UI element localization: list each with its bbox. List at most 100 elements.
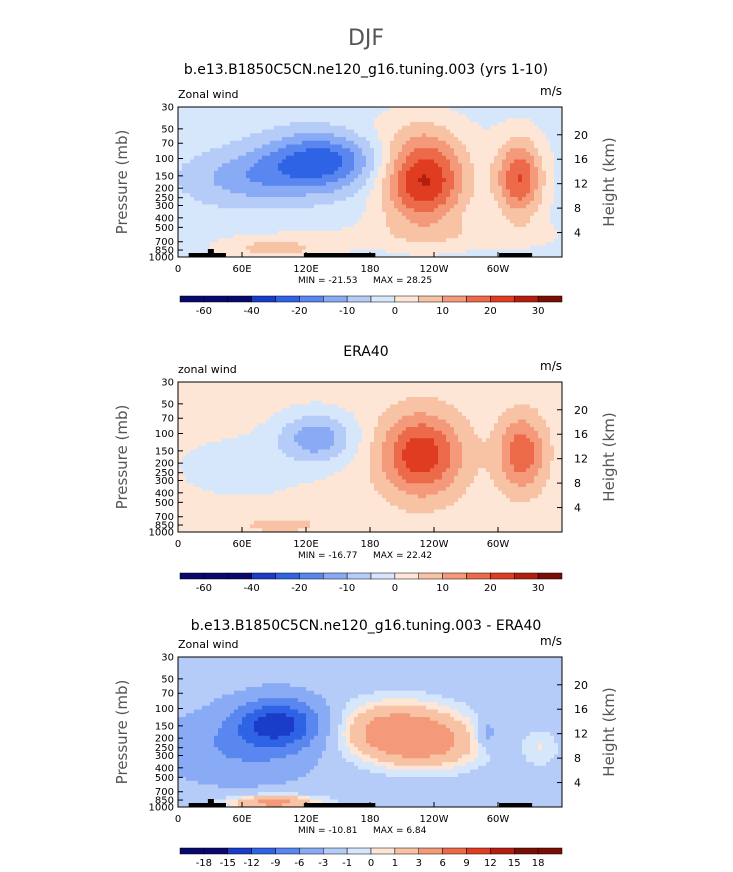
field-cell — [334, 182, 339, 187]
field-cell — [530, 118, 535, 123]
field-cell — [186, 423, 191, 428]
field-cell — [426, 400, 431, 406]
field-cell — [250, 185, 255, 191]
field-cell — [218, 193, 223, 198]
field-cell — [274, 397, 279, 402]
field-cell — [374, 419, 379, 424]
field-cell — [210, 245, 215, 251]
field-cell — [254, 137, 259, 142]
field-cell — [398, 159, 403, 164]
field-cell — [282, 397, 287, 402]
field-cell — [250, 122, 255, 127]
field-cell — [510, 170, 515, 176]
field-cell — [542, 415, 547, 421]
field-cell — [378, 245, 383, 251]
field-cell — [390, 140, 395, 146]
field-cell — [238, 215, 243, 221]
field-cell — [366, 404, 371, 409]
field-cell — [214, 107, 219, 112]
field-cell — [466, 133, 471, 138]
field-cell — [426, 178, 431, 183]
field-cell — [314, 182, 319, 187]
field-cell — [198, 423, 203, 428]
field-cell — [198, 174, 203, 179]
field-cell — [558, 133, 562, 138]
field-cell — [502, 227, 507, 232]
field-cell — [438, 230, 443, 236]
field-cell — [478, 122, 483, 127]
field-cell — [238, 129, 243, 134]
panel-1: b.e13.B1850C5CN.ne120_g16.tuning.003 (yr… — [113, 62, 618, 317]
field-cell — [534, 125, 539, 131]
field-cell — [254, 242, 259, 247]
field-cell — [554, 404, 559, 409]
field-cell — [230, 245, 235, 251]
field-cell — [374, 163, 379, 168]
field-cell — [558, 170, 562, 176]
field-cell — [270, 122, 275, 127]
field-cell — [342, 212, 347, 217]
field-cell — [454, 170, 459, 176]
field-cell — [342, 382, 347, 387]
field-cell — [442, 393, 447, 398]
field-cell — [226, 400, 231, 406]
field-cell — [338, 393, 343, 398]
field-cell — [522, 385, 527, 391]
field-cell — [334, 208, 339, 213]
field-cell — [382, 389, 387, 394]
field-cell — [478, 170, 483, 176]
field-cell — [538, 389, 543, 394]
field-cell — [362, 133, 367, 138]
field-cell — [182, 155, 187, 161]
field-cell — [338, 212, 343, 217]
field-cell — [178, 219, 183, 224]
field-cell — [190, 415, 195, 421]
field-cell — [402, 382, 407, 387]
land-mask — [499, 253, 533, 257]
field-cell — [358, 242, 363, 247]
field-cell — [282, 114, 287, 119]
field-cell — [346, 223, 351, 228]
field-cell — [182, 140, 187, 146]
field-cell — [454, 133, 459, 138]
field-cell — [206, 122, 211, 127]
field-cell — [266, 118, 271, 123]
field-cell — [458, 200, 463, 206]
field-cell — [558, 204, 562, 209]
field-cell — [470, 114, 475, 119]
field-cell — [482, 170, 487, 176]
field-cell — [278, 144, 283, 149]
field-cell — [434, 193, 439, 198]
field-cell — [546, 178, 551, 183]
field-cell — [374, 382, 379, 387]
field-cell — [246, 107, 251, 112]
field-cell — [238, 167, 243, 172]
field-cell — [514, 185, 519, 191]
field-cell — [462, 204, 467, 209]
field-cell — [394, 107, 399, 112]
field-cell — [546, 404, 551, 409]
field-cell — [494, 174, 499, 179]
field-cell — [278, 249, 283, 254]
field-cell — [538, 249, 543, 254]
field-cell — [294, 393, 299, 398]
field-cell — [386, 400, 391, 406]
field-cell — [178, 385, 183, 391]
field-cell — [298, 215, 303, 221]
field-cell — [346, 178, 351, 183]
field-cell — [522, 215, 527, 221]
field-cell — [270, 242, 275, 247]
field-cell — [426, 215, 431, 221]
field-cell — [526, 118, 531, 123]
field-cell — [554, 412, 559, 417]
field-cell — [234, 215, 239, 221]
field-cell — [210, 204, 215, 209]
field-cell — [202, 133, 207, 138]
field-cell — [386, 389, 391, 394]
field-cell — [474, 415, 479, 421]
field-cell — [386, 404, 391, 409]
field-cell — [310, 385, 315, 391]
field-cell — [494, 110, 499, 116]
field-cell — [194, 419, 199, 424]
field-cell — [226, 163, 231, 168]
